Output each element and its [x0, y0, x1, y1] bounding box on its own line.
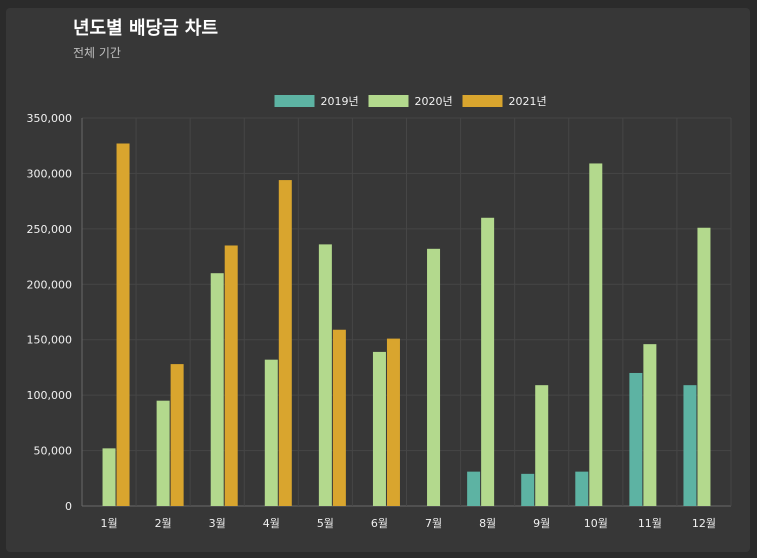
x-tick-label: 8월	[479, 517, 496, 530]
y-tick-label: 0	[65, 500, 72, 513]
x-tick-label: 1월	[100, 517, 117, 530]
legend-label: 2021년	[509, 95, 547, 108]
x-tick-label: 2월	[155, 517, 172, 530]
bar	[535, 385, 549, 506]
x-tick-label: 12월	[692, 517, 716, 530]
x-tick-label: 10월	[584, 517, 608, 530]
legend-swatch	[462, 95, 503, 107]
chart-title: 년도별 배당금 차트	[73, 18, 219, 39]
y-tick-label: 350,000	[27, 112, 73, 125]
bar	[278, 180, 292, 506]
legend-label: 2019년	[321, 95, 359, 108]
x-tick-label: 3월	[209, 517, 226, 530]
legend-swatch	[274, 95, 315, 107]
y-tick-label: 150,000	[27, 334, 73, 347]
bar	[332, 329, 346, 506]
legend-label: 2020년	[415, 95, 453, 108]
x-tick-label: 7월	[425, 517, 442, 530]
bar	[170, 364, 184, 506]
bar	[210, 273, 224, 506]
x-tick-label: 11월	[638, 517, 662, 530]
x-tick-label: 9월	[533, 517, 550, 530]
bar	[427, 248, 441, 506]
bar	[629, 372, 643, 506]
bar	[224, 245, 238, 506]
bar	[521, 473, 535, 506]
bar	[683, 385, 697, 506]
y-tick-label: 100,000	[27, 389, 73, 402]
bar	[467, 471, 481, 506]
bar	[697, 227, 711, 506]
bar	[575, 471, 589, 506]
bar	[643, 344, 657, 506]
y-tick-label: 50,000	[34, 445, 73, 458]
x-tick-label: 4월	[263, 517, 280, 530]
bar	[481, 217, 495, 506]
y-tick-label: 200,000	[27, 278, 73, 291]
y-tick-label: 300,000	[27, 167, 73, 180]
legend-swatch	[368, 95, 409, 107]
y-tick-label: 250,000	[27, 223, 73, 236]
bar	[386, 338, 400, 506]
x-tick-label: 6월	[371, 517, 388, 530]
bar	[116, 143, 130, 507]
chart-subtitle: 전체 기간	[73, 46, 121, 60]
bar	[264, 359, 278, 506]
bar	[318, 244, 332, 506]
x-tick-label: 5월	[317, 517, 334, 530]
bar	[589, 163, 603, 507]
bar	[372, 351, 386, 506]
bar	[102, 448, 116, 506]
bar	[156, 400, 170, 506]
